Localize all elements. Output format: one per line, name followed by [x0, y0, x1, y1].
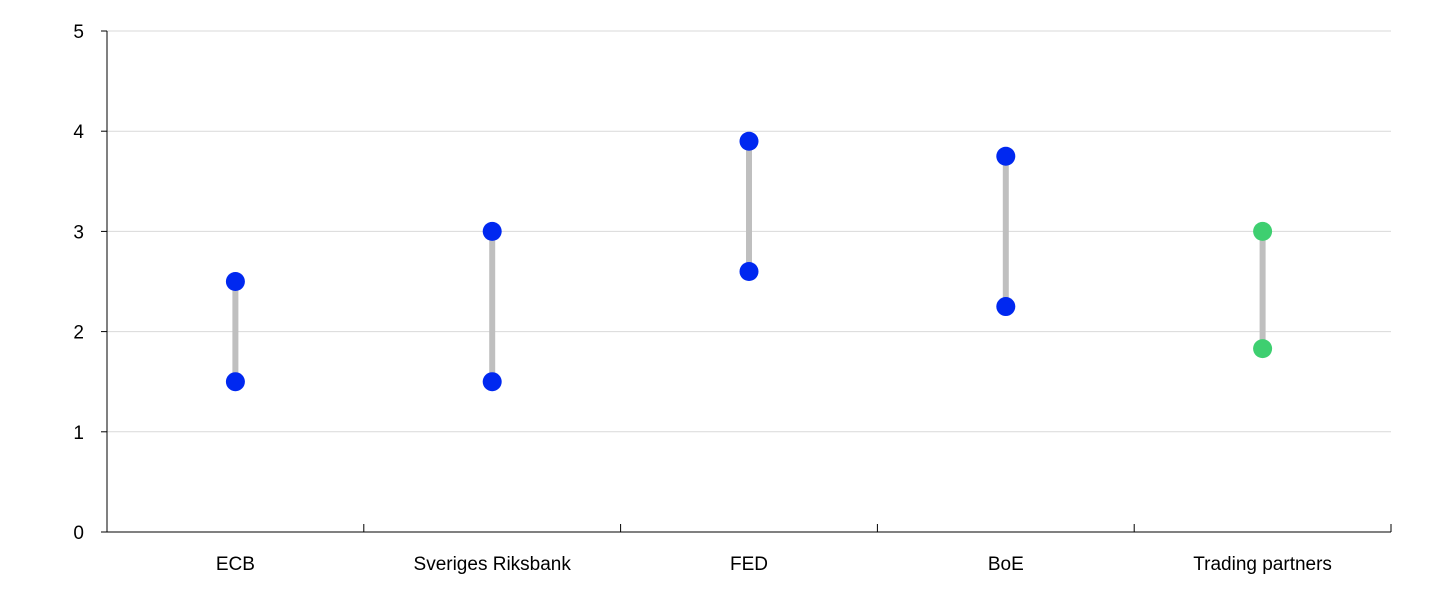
data-point-high	[1253, 221, 1273, 241]
axes	[106, 31, 1391, 533]
x-tick-label: FED	[730, 554, 768, 575]
data-point-low	[739, 261, 759, 281]
range-lines	[232, 141, 1266, 382]
data-point-high	[739, 131, 759, 151]
x-tick-label: Sveriges Riksbank	[414, 554, 572, 575]
data-point-low	[996, 297, 1016, 317]
y-tick-label: 5	[73, 22, 84, 43]
data-point-high	[225, 272, 245, 291]
y-tick-label: 2	[73, 323, 84, 344]
y-tick-label: 4	[73, 122, 84, 143]
x-tick-labels: ECB Sveriges Riksbank FED BoE Trading partne…	[106, 524, 1392, 575]
y-tick-labels: 0 1 2 3 4 5	[73, 22, 107, 544]
y-tick-label: 0	[73, 523, 84, 544]
y-tick-label: 3	[73, 222, 84, 243]
x-tick-label: ECB	[216, 554, 255, 575]
y-tick-label: 1	[73, 423, 84, 444]
data-point-low	[225, 372, 245, 392]
data-point-high	[996, 146, 1016, 166]
data-point-low	[482, 372, 502, 392]
data-point-high	[482, 221, 502, 241]
x-tick-label: BoE	[988, 554, 1024, 575]
data-points	[225, 131, 1273, 392]
data-point-low	[1253, 339, 1273, 359]
x-tick-label: Trading partners	[1193, 554, 1332, 575]
